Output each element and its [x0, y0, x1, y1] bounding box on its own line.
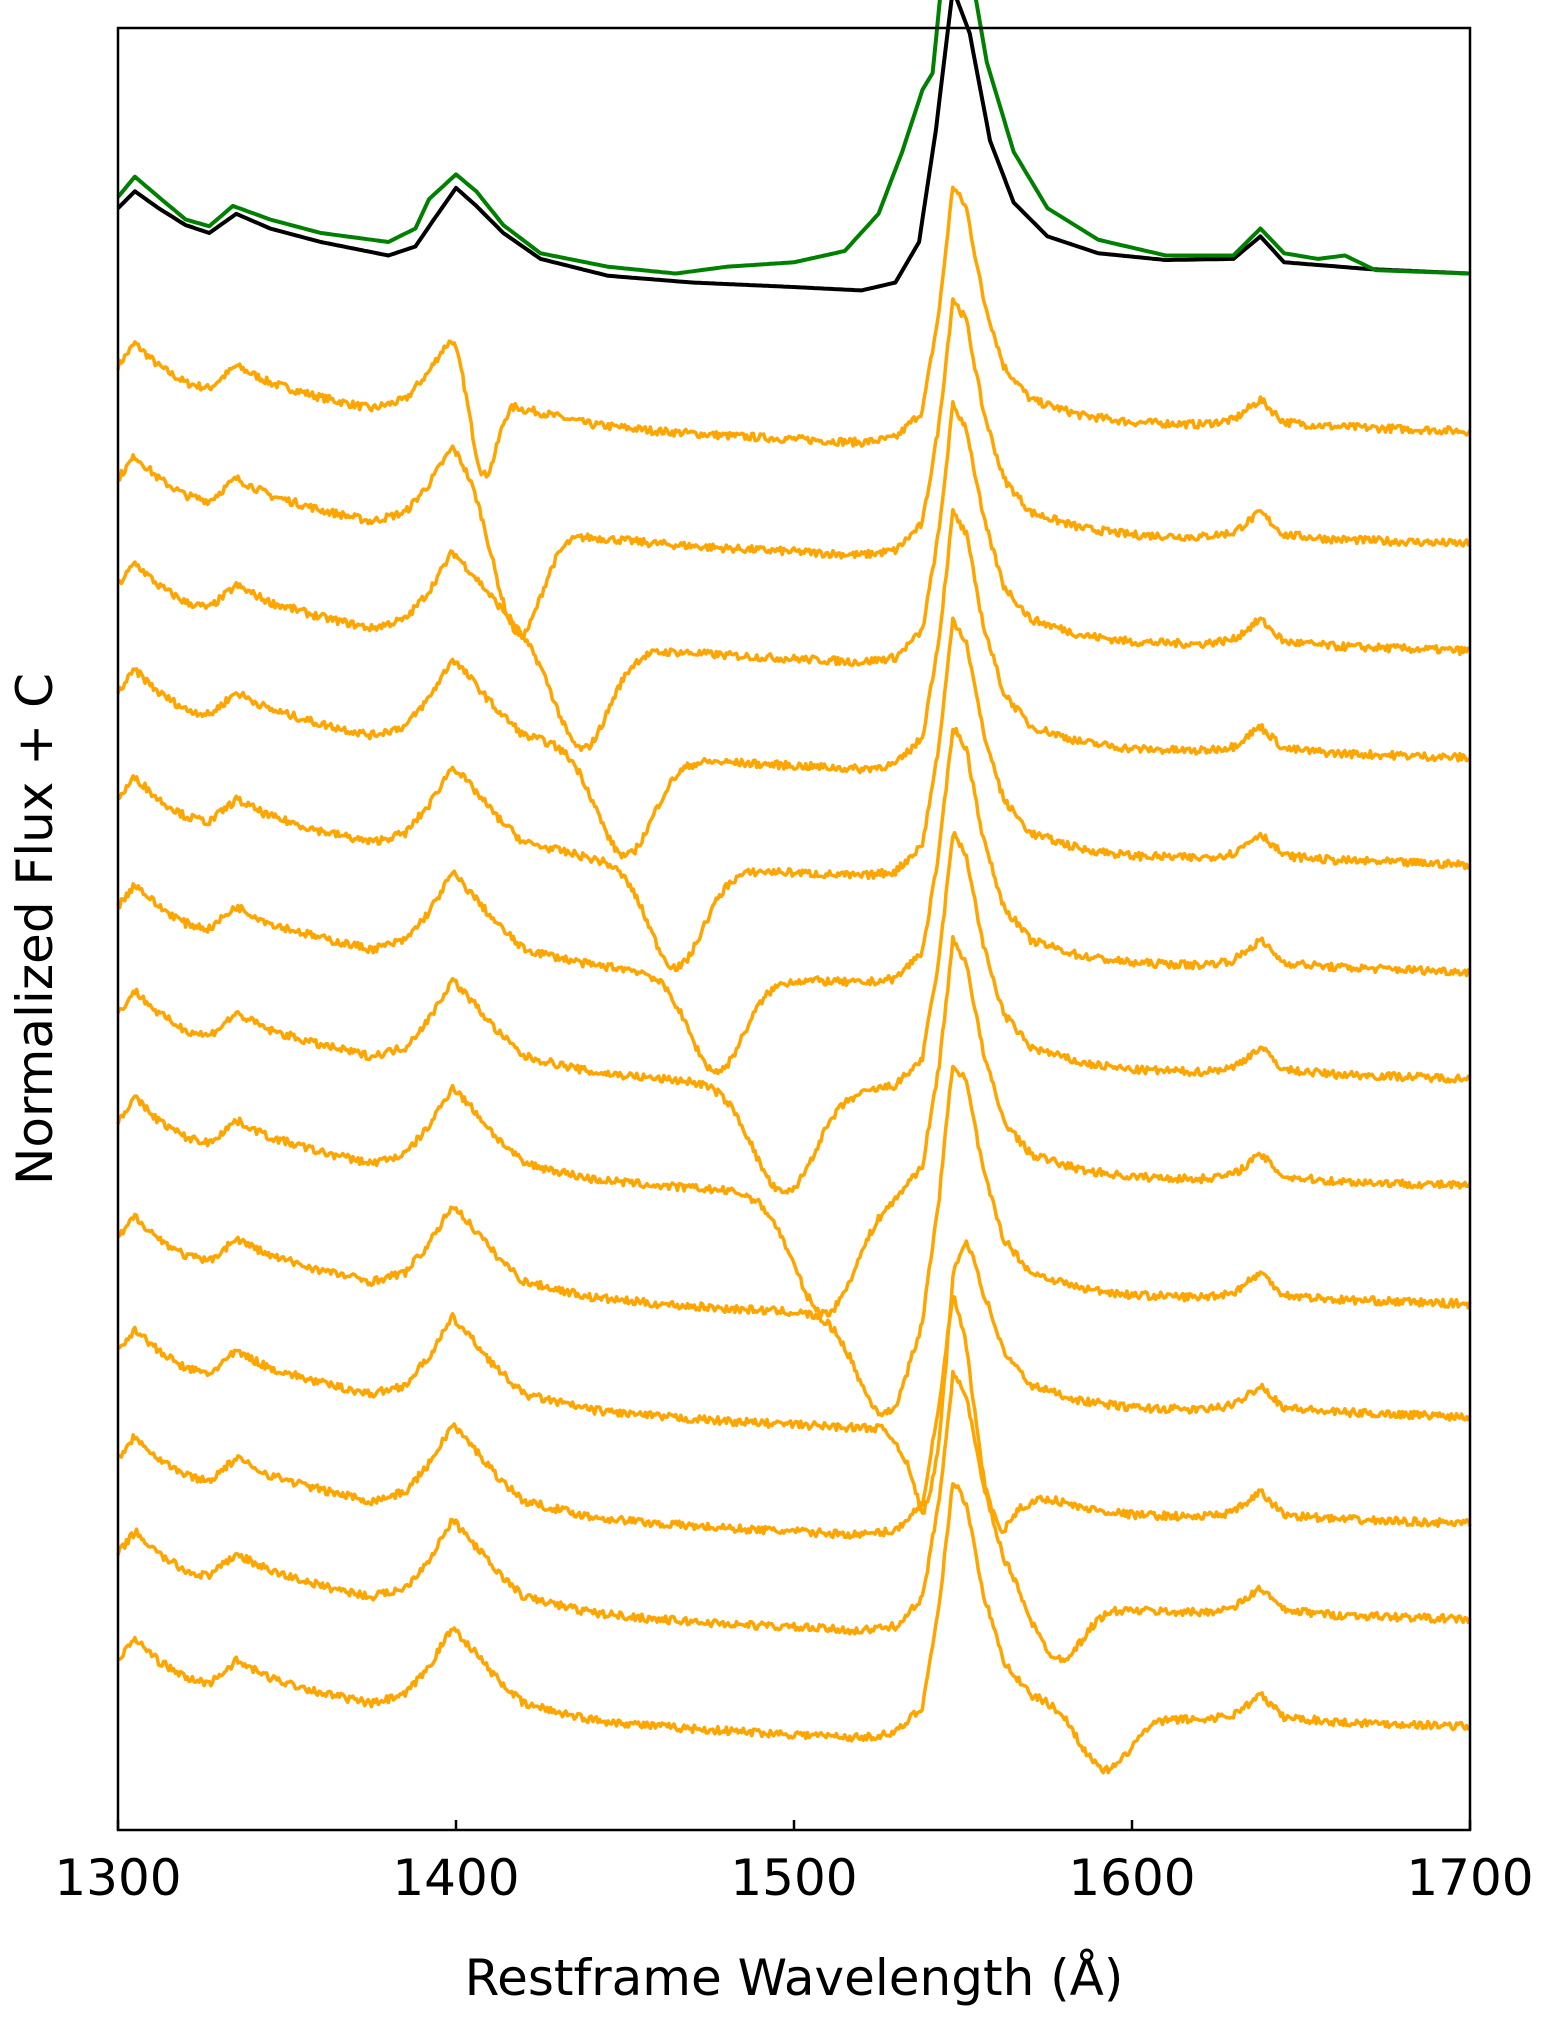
spectrum-line-6	[117, 616, 1472, 973]
x-axis-label: Restframe Wavelength (Å)	[465, 1949, 1124, 2007]
x-tick-label: 1600	[1068, 1849, 1195, 1907]
x-tick-label: 1300	[54, 1849, 181, 1907]
x-axis-ticks: 1300 1400 1500 1600 1700	[54, 1820, 1534, 1907]
spectrum-line-7	[116, 726, 1472, 1076]
spectrum-line-4	[116, 400, 1472, 753]
spectrum-line-2	[116, 185, 1472, 479]
x-tick-label: 1500	[730, 1849, 857, 1907]
spectrum-line-14	[117, 1482, 1472, 1775]
y-axis-label: Normalized Flux + C	[6, 673, 64, 1185]
x-tick-label: 1700	[1406, 1849, 1533, 1907]
series-layer	[116, 0, 1472, 1775]
spectrum-line-12	[117, 1294, 1472, 1540]
spectrum-line-9	[116, 934, 1472, 1319]
spectrum-line-13	[116, 1369, 1472, 1664]
x-tick-label: 1400	[392, 1849, 519, 1907]
spectrum-line-5	[116, 507, 1471, 860]
spectrum-line-3	[116, 297, 1471, 641]
spectrum-line-10	[117, 1064, 1472, 1418]
spectrum-line-11	[117, 1239, 1472, 1515]
plot-frame	[116, 26, 1472, 1832]
spectrum-line-0	[116, 0, 1471, 293]
spectrum-line-1	[116, 0, 1471, 276]
spectrum-line-8	[116, 830, 1472, 1195]
